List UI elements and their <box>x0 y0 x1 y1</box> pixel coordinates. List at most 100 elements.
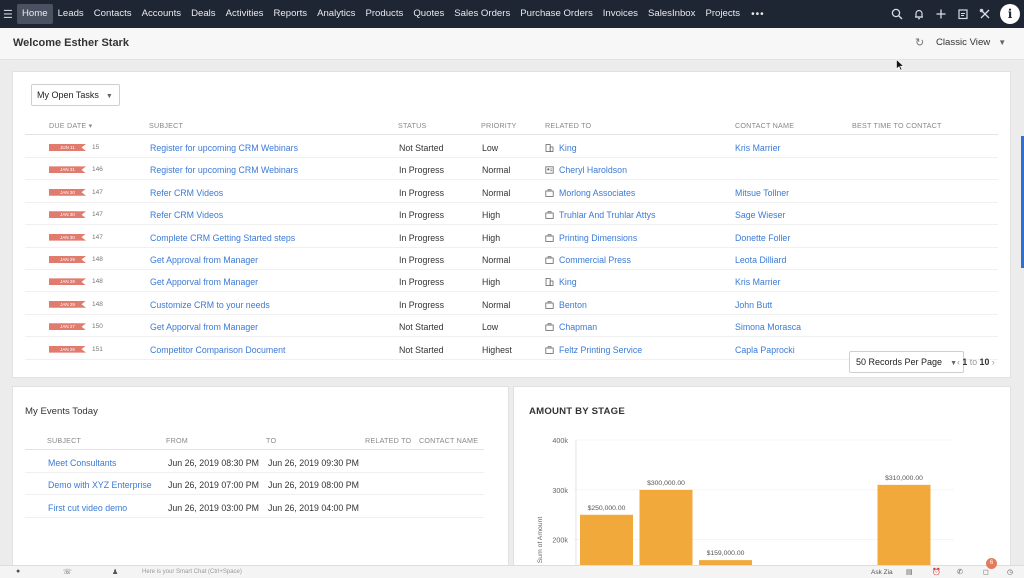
task-contact-link[interactable]: John Butt <box>735 299 773 310</box>
task-subject-link[interactable]: Competitor Comparison Document <box>150 344 286 355</box>
task-subject-link[interactable]: Get Apporval from Manager <box>150 277 259 288</box>
chat-icon[interactable]: ● <box>16 568 21 575</box>
chart-bar[interactable] <box>877 484 931 578</box>
prev-page-icon[interactable]: ‹ <box>957 357 960 367</box>
task-row[interactable]: JAN 27 150 Get Apporval from Manager Not St… <box>25 315 998 338</box>
task-row[interactable]: JAN 31 146 Register for upcoming CRM Webin… <box>25 158 998 181</box>
task-row[interactable]: JAN 30 147 Refer CRM Videos In Progress Norm… <box>25 181 998 203</box>
bell-icon[interactable] <box>908 0 930 28</box>
task-row[interactable]: JAN 29 148 Customize CRM to your needs In P… <box>25 293 998 315</box>
contacts-icon[interactable]: ♟ <box>112 569 119 576</box>
tools-icon[interactable] <box>974 0 996 28</box>
task-contact-link[interactable]: Simona Morasca <box>735 322 802 333</box>
alarm-icon[interactable]: ⏰ <box>932 569 941 576</box>
task-contact-link[interactable]: Donette Foller <box>735 232 791 243</box>
chart-bar[interactable] <box>639 489 693 578</box>
more-modules-button[interactable]: ••• <box>751 8 765 20</box>
channels-icon[interactable]: ☏ <box>63 569 72 576</box>
nav-tab-reports[interactable]: Reports <box>273 8 308 19</box>
due-date-flag: JUN 11 <box>49 144 86 151</box>
briefcase-icon <box>545 256 554 264</box>
task-row[interactable]: JAN 30 147 Complete CRM Getting Started st… <box>25 226 998 248</box>
task-subject-link[interactable]: Get Approval from Manager <box>150 255 259 265</box>
task-subject-link[interactable]: Refer CRM Videos <box>150 187 224 198</box>
call-icon[interactable]: ✆ <box>957 569 963 576</box>
task-related-to[interactable]: Morlong Associates <box>545 188 635 198</box>
task-subject-link[interactable]: Register for upcoming CRM Webinars <box>150 165 298 176</box>
task-row[interactable]: JAN 29 148 Get Approval from Manager In Pro… <box>25 248 998 270</box>
view-selector[interactable]: Classic View ▼ <box>936 37 1006 48</box>
event-subject-link[interactable]: Demo with XYZ Enterprise <box>48 480 152 491</box>
event-row[interactable]: Demo with XYZ Enterprise Jun 26, 2019 07:… <box>25 473 484 496</box>
task-row[interactable]: JAN 30 147 Refer CRM Videos In Progress High… <box>25 203 998 226</box>
task-related-to[interactable]: Truhlar And Truhlar Attys <box>545 210 655 220</box>
nav-tab-purchase-orders[interactable]: Purchase Orders <box>520 8 593 19</box>
calendar-icon[interactable] <box>952 0 974 28</box>
task-subject-link[interactable]: Complete CRM Getting Started steps <box>150 232 296 243</box>
events-title: My Events Today <box>25 406 98 417</box>
nav-tab-deals[interactable]: Deals <box>191 8 216 19</box>
nav-tab-analytics[interactable]: Analytics <box>317 8 356 19</box>
tasks-table-header: DUE DATE ▾ SUBJECT STATUS PRIORITY RELAT… <box>25 116 998 135</box>
task-contact-link[interactable]: Capla Paprocki <box>735 344 795 355</box>
nav-tab-projects[interactable]: Projects <box>705 8 741 19</box>
task-subject-link[interactable]: Customize CRM to your needs <box>150 299 270 310</box>
history-icon[interactable]: ◷ <box>1007 569 1014 576</box>
task-row[interactable]: JAN 26 151 Competitor Comparison Document N… <box>25 338 998 360</box>
task-contact-link[interactable]: Kris Marrier <box>735 143 781 153</box>
task-related-name: King <box>559 277 577 288</box>
records-per-page-dropdown[interactable]: 50 Records Per Page ▼ <box>849 351 964 373</box>
task-subject-link[interactable]: Register for upcoming CRM Webinars <box>150 143 298 153</box>
task-contact-link[interactable]: Sage Wieser <box>735 210 786 221</box>
nav-tab-leads[interactable]: Leads <box>57 8 84 19</box>
search-icon[interactable] <box>886 0 908 28</box>
nav-tab-activities[interactable]: Activities <box>225 8 264 19</box>
next-page-icon[interactable]: › <box>991 357 995 367</box>
task-related-to[interactable]: Benton <box>545 300 587 310</box>
notification-badge: 6 <box>986 558 997 569</box>
col-due-date[interactable]: DUE DATE ▾ <box>49 121 92 130</box>
task-related-to[interactable]: Feltz Printing Service <box>545 345 642 355</box>
chevron-down-icon: ▼ <box>950 360 957 367</box>
event-row[interactable]: First cut video demo Jun 26, 2019 03:00 P… <box>25 496 484 518</box>
nav-tab-contacts[interactable]: Contacts <box>93 8 132 19</box>
task-filter-dropdown[interactable]: My Open Tasks ▼ <box>31 84 120 106</box>
nav-tab-accounts[interactable]: Accounts <box>141 8 182 19</box>
notifications-icon[interactable]: ◻ <box>983 569 989 576</box>
event-subject-link[interactable]: First cut video demo <box>48 502 128 513</box>
task-related-to[interactable]: Commercial Press <box>545 255 631 265</box>
event-row[interactable]: Meet Consultants Jun 26, 2019 08:30 PM Jun… <box>25 451 484 473</box>
task-row[interactable]: JUN 11 15 Register for upcoming CRM Webina… <box>25 136 998 158</box>
task-contact-link[interactable]: Kris Marrier <box>735 277 781 288</box>
task-related-to[interactable]: Chapman <box>545 322 597 332</box>
pagination: ‹ 1 to 10 › <box>957 357 995 367</box>
nav-tab-home[interactable]: Home <box>17 4 53 24</box>
task-row[interactable]: JAN 29 148 Get Apporval from Manager In Pro… <box>25 270 998 293</box>
refresh-icon[interactable]: ↻ <box>915 37 925 49</box>
nav-tab-quotes[interactable]: Quotes <box>413 8 445 19</box>
scrollbar-thumb[interactable] <box>1021 136 1024 268</box>
task-contact-link[interactable]: Leota Dilliard <box>735 255 787 265</box>
days-overdue: 147 <box>92 188 103 196</box>
module-tabs: Home Leads Contacts Accounts Deals Activities… <box>17 0 745 28</box>
user-avatar[interactable]: i <box>1000 4 1020 24</box>
task-related-to[interactable]: Printing Dimensions <box>545 233 637 243</box>
task-related-to[interactable]: King <box>545 277 577 287</box>
due-date-flag: JAN 31 <box>49 166 86 174</box>
task-subject-link[interactable]: Get Apporval from Manager <box>150 322 259 333</box>
task-related-to[interactable]: Cheryl Haroldson <box>545 165 627 175</box>
nav-tab-invoices[interactable]: Invoices <box>602 8 638 19</box>
nav-tab-products[interactable]: Products <box>365 8 404 19</box>
task-subject-link[interactable]: Refer CRM Videos <box>150 210 224 221</box>
task-related-name: Benton <box>559 299 587 310</box>
notes-icon[interactable]: ▤ <box>906 569 913 576</box>
menu-icon[interactable]: ☰ <box>3 8 13 21</box>
ask-zia-button[interactable]: Ask Zia <box>871 569 893 576</box>
smart-chat-input[interactable]: Here is your Smart Chat (Ctrl+Space) <box>142 569 242 575</box>
task-contact-link[interactable]: Mitsue Tollner <box>735 187 790 198</box>
nav-tab-sales-orders[interactable]: Sales Orders <box>454 8 511 19</box>
task-related-to[interactable]: King <box>545 143 577 153</box>
event-subject-link[interactable]: Meet Consultants <box>48 458 117 468</box>
plus-icon[interactable] <box>930 0 952 28</box>
nav-tab-salesinbox[interactable]: SalesInbox <box>647 8 696 19</box>
